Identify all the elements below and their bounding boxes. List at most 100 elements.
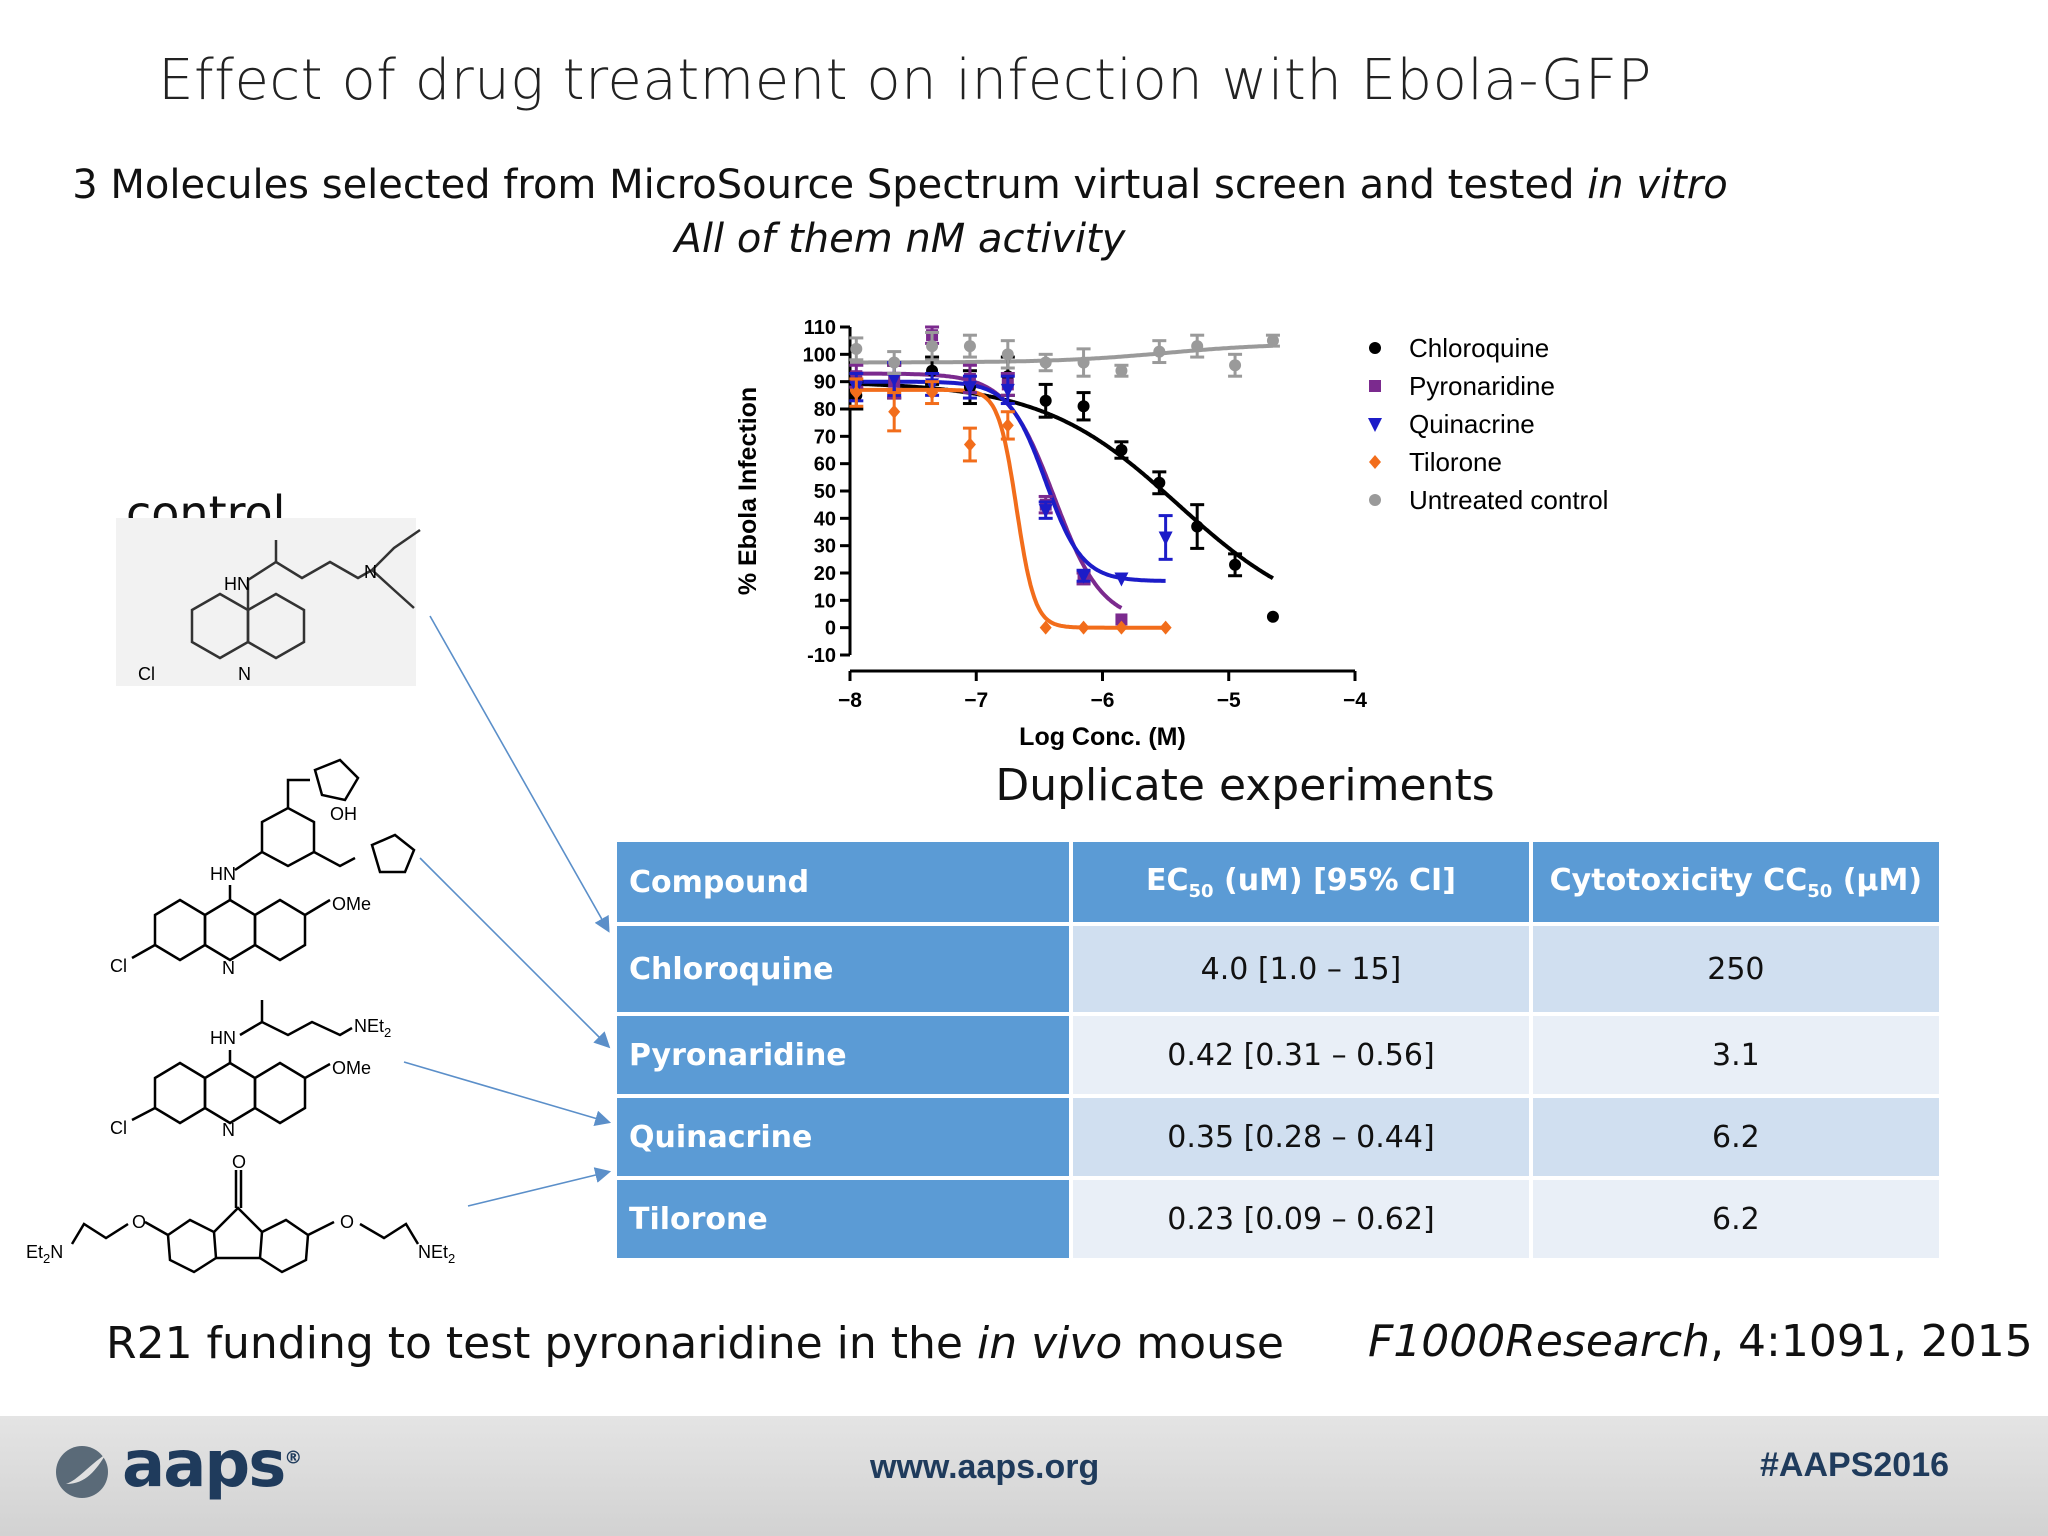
chloroquine-hn: HN bbox=[224, 574, 250, 594]
legend-label: Tilorone bbox=[1409, 447, 1502, 477]
data-point bbox=[1077, 400, 1090, 413]
data-point bbox=[1266, 610, 1279, 623]
data-point bbox=[926, 385, 939, 400]
data-point bbox=[1159, 620, 1172, 635]
header-ec50: EC50 (uM) [95% CI] bbox=[1069, 838, 1533, 926]
y-tick-label: 0 bbox=[825, 618, 836, 640]
pyronaridine-ome: OMe bbox=[332, 894, 371, 914]
data-point bbox=[1229, 558, 1242, 571]
tilorone-net2: NEt2 bbox=[418, 1242, 455, 1266]
arrow-chloroquine bbox=[429, 615, 610, 933]
data-point bbox=[1115, 444, 1128, 456]
y-tick-label: 40 bbox=[814, 508, 836, 530]
data-point bbox=[1039, 394, 1052, 407]
subtitle-line1: 3 Molecules selected from MicroSource Sp… bbox=[0, 162, 1800, 208]
tilorone-net-sub: 2 bbox=[448, 1251, 455, 1266]
data-point bbox=[962, 381, 977, 396]
data-point bbox=[1114, 572, 1129, 587]
tilorone-o-left: O bbox=[132, 1212, 146, 1232]
quinacrine-structure bbox=[131, 1000, 353, 1125]
data-point bbox=[1153, 345, 1166, 358]
funding-text: R21 funding to test pyronaridine in the bbox=[106, 1318, 977, 1369]
data-point bbox=[1077, 620, 1090, 635]
header-cc50-rest: (µM) bbox=[1832, 862, 1923, 898]
cell-compound: Pyronaridine bbox=[612, 1012, 1074, 1098]
data-point bbox=[963, 340, 976, 353]
quinacrine-net-sub: 2 bbox=[384, 1025, 391, 1040]
data-point bbox=[1077, 356, 1090, 369]
header-ec50-rest: (uM) [95% CI] bbox=[1213, 862, 1456, 898]
pyronaridine-hn: HN bbox=[210, 864, 236, 884]
aaps-logo-mark: ® bbox=[284, 1447, 302, 1469]
aaps-logo[interactable]: aaps® bbox=[122, 1428, 302, 1502]
tilorone-net-text: NEt bbox=[418, 1242, 448, 1262]
tilorone-et2n: Et2N bbox=[26, 1242, 63, 1266]
table-row: Chloroquine 4.0 [1.0 – 15] 250 bbox=[612, 922, 1944, 1016]
tilorone-structure bbox=[70, 1170, 420, 1274]
data-point bbox=[888, 356, 901, 369]
data-point bbox=[1115, 620, 1128, 635]
cell-ec50: 0.42 [0.31 – 0.56] bbox=[1069, 1012, 1533, 1098]
data-point bbox=[1039, 356, 1052, 369]
data-point bbox=[1115, 364, 1128, 377]
subtitle-line2: All of them nM activity bbox=[674, 216, 1126, 262]
legend-label: Untreated control bbox=[1409, 485, 1608, 515]
pointer-arrows bbox=[403, 615, 612, 1207]
page-title: Effect of drug treatment on infection wi… bbox=[158, 48, 1652, 113]
footer-bar bbox=[0, 1416, 2048, 1536]
pyronaridine-n: N bbox=[222, 958, 235, 978]
cell-cc50: 6.2 bbox=[1528, 1176, 1944, 1262]
quinacrine-ome: OMe bbox=[332, 1058, 371, 1078]
quinacrine-hn: HN bbox=[210, 1028, 236, 1048]
data-point bbox=[1115, 613, 1128, 626]
pyronaridine-structure bbox=[131, 758, 416, 962]
quinacrine-net-text: NEt bbox=[354, 1016, 384, 1036]
x-tick-label: −8 bbox=[838, 689, 862, 712]
chart-axes: -10 0 10 20 30 40 50 60 70 80 90 100 110 −8 −7 −6 −5 −4 Lo… bbox=[734, 317, 1367, 750]
subtitle-in-vitro: in vitro bbox=[1587, 162, 1728, 208]
subtitle-line1-text: 3 Molecules selected from MicroSource Sp… bbox=[72, 162, 1588, 208]
table-header-row: Compound EC50 (uM) [95% CI] Cytotoxicity… bbox=[612, 838, 1944, 926]
chloroquine-n-amine: N bbox=[364, 562, 377, 582]
data-point bbox=[1076, 569, 1091, 584]
data-point bbox=[1266, 334, 1279, 347]
footer-url[interactable]: www.aaps.org bbox=[870, 1448, 1100, 1486]
data-point bbox=[1153, 476, 1166, 489]
y-tick-label: 60 bbox=[814, 454, 836, 476]
x-axis-label: Log Conc. (M) bbox=[1019, 723, 1186, 750]
data-point bbox=[887, 372, 902, 387]
legend-label: Chloroquine bbox=[1409, 333, 1549, 363]
data-point bbox=[926, 340, 939, 353]
y-tick-label: 10 bbox=[814, 590, 836, 612]
quinacrine-net2: NEt2 bbox=[354, 1016, 391, 1040]
data-point bbox=[1001, 418, 1014, 433]
y-tick-label: 70 bbox=[814, 426, 836, 448]
fit-curve-chloroquine bbox=[850, 381, 1275, 580]
table-row: Quinacrine 0.35 [0.28 – 0.44] 6.2 bbox=[612, 1094, 1944, 1180]
x-tick-label: −5 bbox=[1217, 689, 1241, 712]
quinacrine-cl: Cl bbox=[110, 1118, 127, 1138]
aaps-logo-text: aaps bbox=[122, 1428, 286, 1502]
data-point bbox=[1158, 531, 1173, 546]
header-cc50-text: Cytotoxicity CC bbox=[1549, 862, 1808, 898]
citation-journal: F1000Research bbox=[1368, 1316, 1711, 1367]
header-cc50: Cytotoxicity CC50 (µM) bbox=[1528, 838, 1944, 926]
fit-curve-tilorone bbox=[850, 387, 1166, 630]
data-point bbox=[1229, 359, 1242, 372]
legend-marker bbox=[1368, 418, 1382, 432]
cell-compound: Chloroquine bbox=[612, 922, 1074, 1016]
header-ec50-sub: 50 bbox=[1188, 880, 1214, 902]
citation-details: , 4:1091, 2015 bbox=[1710, 1316, 2033, 1367]
tilorone-n-text: N bbox=[50, 1242, 63, 1262]
data-point bbox=[888, 404, 901, 419]
results-table: Compound EC50 (uM) [95% CI] Cytotoxicity… bbox=[612, 838, 1944, 1262]
tilorone-o-ketone: O bbox=[232, 1152, 246, 1172]
data-point bbox=[1191, 340, 1204, 353]
y-tick-label: 50 bbox=[814, 481, 836, 503]
funding-note: R21 funding to test pyronaridine in the … bbox=[106, 1318, 1284, 1369]
legend-marker bbox=[1369, 342, 1381, 354]
funding-in-vivo: in vivo bbox=[976, 1318, 1123, 1369]
data-point bbox=[963, 437, 976, 452]
data-point bbox=[1038, 504, 1053, 519]
tilorone-o-right: O bbox=[340, 1212, 354, 1232]
